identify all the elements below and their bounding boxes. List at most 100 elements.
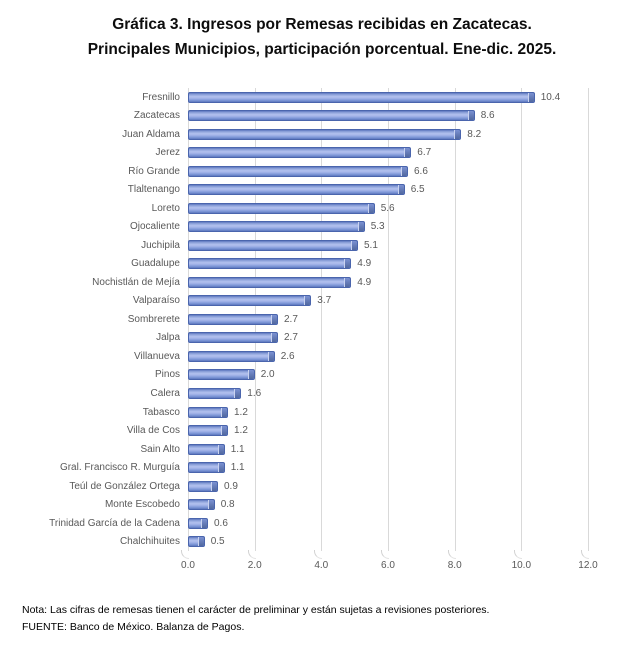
value-label: 0.9	[224, 480, 238, 492]
bar-cell: 0.8	[188, 495, 644, 514]
bar-row: Sombrerete 2.7	[0, 310, 644, 329]
value-label: 1.2	[234, 406, 248, 418]
bar-cell: 5.6	[188, 199, 644, 218]
bar-row: Fresnillo 10.4	[0, 88, 644, 107]
bar-cell: 2.7	[188, 310, 644, 329]
bar	[188, 462, 225, 474]
bar-cell: 6.5	[188, 181, 644, 200]
category-label: Nochistlán de Mejía	[92, 276, 180, 288]
value-label: 8.2	[467, 128, 482, 140]
category-label: Guadalupe	[131, 258, 180, 270]
axis-tick-curve	[514, 550, 523, 559]
bar	[188, 221, 365, 233]
gridline	[454, 88, 456, 551]
value-label: 1.1	[230, 462, 245, 474]
bar-cell: 0.9	[188, 477, 644, 496]
value-label: 3.7	[317, 295, 332, 307]
bar-row: Monte Escobedo 0.8	[0, 495, 644, 514]
category-label: Tlaltenango	[127, 184, 180, 196]
bar-cell: 1.1	[188, 458, 644, 477]
bar-row: Tabasco 1.2	[0, 403, 644, 422]
axis-tick-curve	[181, 550, 189, 559]
bar-row: Jalpa 2.7	[0, 329, 644, 348]
category-label: Gral. Francisco R. Murguía	[59, 462, 180, 474]
gridline	[588, 88, 589, 551]
bar-cell: 2.0	[188, 366, 644, 385]
category-label: Sain Alto	[140, 443, 180, 455]
axis-tick-curve	[447, 550, 456, 559]
bar-chart-rows: Fresnillo 10.4 Zacatecas 8.6 Juan Aldama 8.2 J…	[0, 88, 644, 551]
bar-row: Nochistlán de Mejía 4.9	[0, 273, 644, 292]
category-label: Juan Aldama	[122, 128, 180, 140]
bar-cell: 6.6	[188, 162, 644, 181]
value-label: 6.7	[417, 147, 432, 159]
bar-cell: 0.5	[188, 532, 644, 551]
axis-tick-curve	[581, 550, 589, 559]
bar-cell: 6.7	[188, 144, 644, 163]
axis-tick-curve	[247, 550, 256, 559]
axis-tick-curve	[381, 550, 389, 559]
bar-row: Chalchihuites 0.5	[0, 532, 644, 551]
category-label: Monte Escobedo	[104, 499, 180, 511]
x-axis-tick-label: 4.0	[314, 560, 329, 571]
x-axis-tick-label: 0.0	[181, 560, 195, 571]
bar-row: Pinos 2.0	[0, 366, 644, 385]
bar	[188, 425, 228, 437]
axis-tick-curve	[314, 550, 323, 559]
bar-cell: 4.9	[188, 255, 644, 274]
source-text: FUENTE: Banco de México. Balanza de Pago…	[22, 621, 245, 633]
category-label: Jalpa	[156, 332, 180, 344]
value-label: 10.4	[540, 91, 561, 103]
category-label: Teúl de González Ortega	[69, 480, 180, 492]
bar	[188, 110, 475, 122]
bar-row: Trinidad García de la Cadena 0.6	[0, 514, 644, 533]
bar	[188, 369, 255, 381]
bar-cell: 2.7	[188, 329, 644, 348]
bar	[188, 350, 275, 362]
value-label: 5.3	[370, 221, 385, 233]
bar-row: Gral. Francisco R. Murguía 1.1	[0, 458, 644, 477]
category-label: Zacatecas	[133, 110, 180, 122]
bar-row: Loreto 5.6	[0, 199, 644, 218]
x-axis-tick-label: 2.0	[247, 560, 262, 571]
chart-title: Gráfica 3. Ingresos por Remesas recibida…	[0, 12, 644, 62]
bar	[188, 295, 312, 307]
bar-cell: 1.6	[188, 384, 644, 403]
bar	[188, 184, 405, 196]
value-label: 6.6	[414, 165, 428, 177]
value-label: 8.6	[480, 110, 495, 122]
chart-footer: Nota: Las cifras de remesas tienen el ca…	[22, 602, 632, 636]
chart-title-line2: Principales Municipios, participación po…	[87, 41, 557, 58]
bar	[188, 536, 205, 548]
value-label: 5.1	[364, 239, 378, 251]
bar	[188, 517, 208, 529]
value-label: 2.0	[260, 369, 275, 381]
x-axis-tick-label: 6.0	[381, 560, 395, 571]
category-label: Jerez	[155, 147, 180, 159]
x-axis-tick-label: 12.0	[578, 560, 598, 571]
bar-row: Sain Alto 1.1	[0, 440, 644, 459]
bar-row: Valparaíso 3.7	[0, 292, 644, 311]
bar	[188, 128, 462, 140]
value-label: 0.5	[210, 536, 225, 548]
bar-cell: 1.2	[188, 421, 644, 440]
bar	[188, 91, 535, 103]
value-label: 4.9	[357, 276, 372, 288]
bar-row: Jerez 6.7	[0, 144, 644, 163]
bar-row: Ojocaliente 5.3	[0, 218, 644, 237]
bar-cell: 1.1	[188, 440, 644, 459]
category-label: Pinos	[154, 369, 180, 381]
bar-row: Río Grande 6.6	[0, 162, 644, 181]
bar	[188, 313, 278, 325]
value-label: 5.6	[380, 202, 395, 214]
bar	[188, 202, 375, 214]
category-label: Loreto	[151, 202, 180, 214]
bar-cell: 4.9	[188, 273, 644, 292]
bar-row: Villanueva 2.6	[0, 347, 644, 366]
bar	[188, 499, 215, 511]
value-label: 2.7	[284, 332, 298, 344]
value-label: 0.8	[220, 499, 235, 511]
category-label: Villa de Cos	[126, 425, 180, 437]
bar-row: Zacatecas 8.6	[0, 107, 644, 126]
